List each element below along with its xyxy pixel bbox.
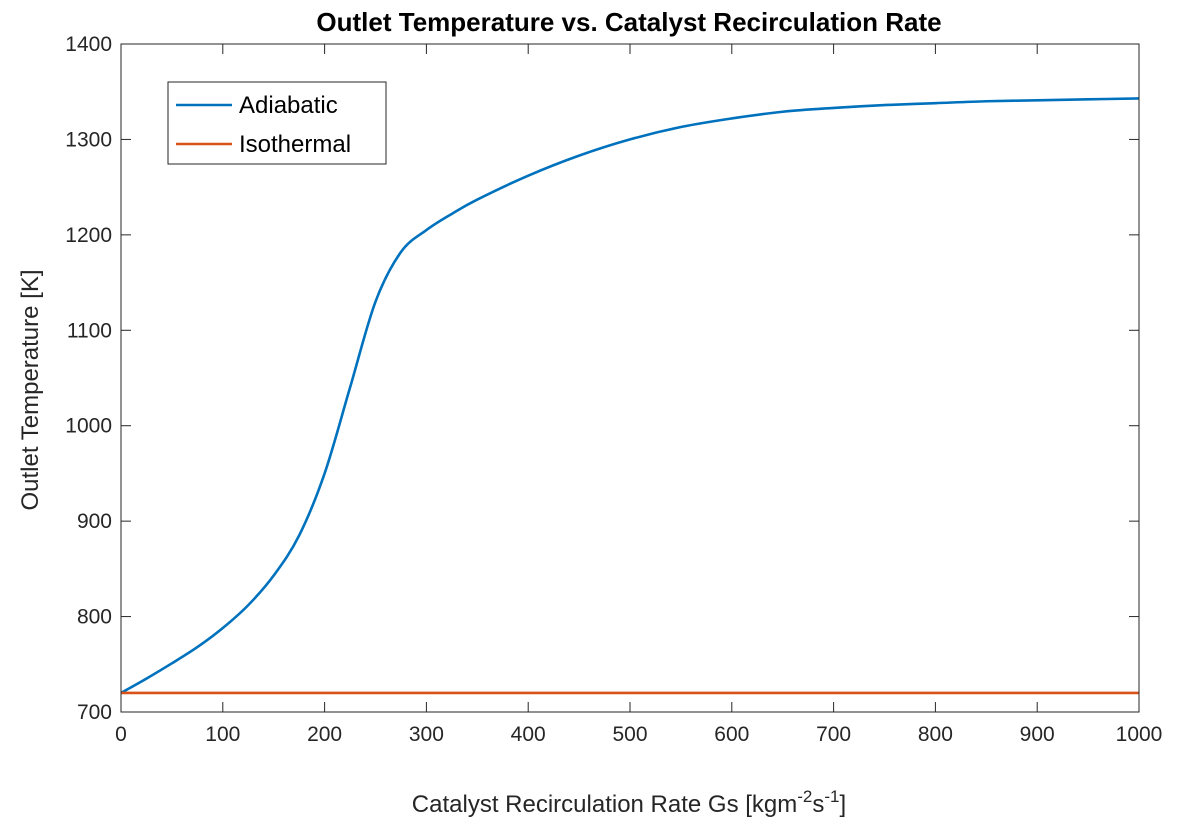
ticks-layer: 0 100 200 300 400 500 600 700 800 900 1000 700 800 90… <box>65 33 1162 746</box>
y-tick-label: 1300 <box>65 128 112 151</box>
x-tick-label: 200 <box>307 723 342 746</box>
legend-label-adiabatic: Adiabatic <box>239 92 338 119</box>
x-tick-label: 400 <box>511 723 546 746</box>
x-axis-label-mid: s <box>812 791 824 818</box>
x-tick-label: 600 <box>714 723 749 746</box>
x-axis-label: Catalyst Recirculation Rate Gs [kgm-2s-1… <box>412 787 846 818</box>
x-tick-label: 0 <box>115 723 127 746</box>
legend: Adiabatic Isothermal <box>167 81 387 165</box>
y-tick-label: 1400 <box>65 33 112 56</box>
legend-box <box>167 81 387 165</box>
y-axis-label: Outlet Temperature [K] <box>17 269 44 510</box>
series-layer <box>120 97 1140 695</box>
y-tick-label: 800 <box>77 606 112 629</box>
x-tick-label: 1000 <box>1116 723 1163 746</box>
y-tick-label: 1200 <box>65 224 112 247</box>
y-tick-label: 900 <box>77 510 112 533</box>
y-tick-label: 1100 <box>67 319 112 342</box>
chart-title: Outlet Temperature vs. Catalyst Recircul… <box>316 7 941 37</box>
x-tick-label: 100 <box>205 723 240 746</box>
legend-label-isothermal: Isothermal <box>239 131 351 158</box>
series-line-adiabatic <box>120 97 1140 695</box>
x-tick-label: 500 <box>612 723 647 746</box>
y-tick-label: 1000 <box>65 415 112 438</box>
x-tick-label: 700 <box>816 723 851 746</box>
x-axis-label-end: ] <box>840 791 847 818</box>
y-tick-label: 700 <box>77 701 112 724</box>
x-axis-label-sup2: -1 <box>824 787 839 806</box>
x-tick-label: 300 <box>409 723 444 746</box>
x-axis-label-sup1: -2 <box>797 787 812 806</box>
x-tick-label: 800 <box>918 723 953 746</box>
x-axis-label-base: Catalyst Recirculation Rate Gs [kgm <box>412 791 797 818</box>
x-tick-label: 900 <box>1020 723 1055 746</box>
